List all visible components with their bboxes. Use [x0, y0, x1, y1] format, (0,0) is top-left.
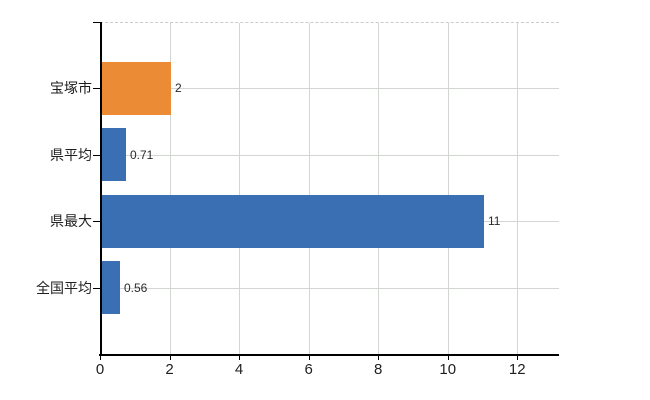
y-axis-tick	[93, 287, 100, 289]
x-axis-tick	[517, 354, 519, 360]
x-axis-tick	[239, 354, 241, 360]
bar-value-label: 0.56	[124, 280, 148, 295]
x-axis-tick	[308, 354, 310, 360]
x-axis-tick-label: 12	[508, 361, 526, 378]
category-label: 県最大	[50, 213, 92, 230]
y-axis-top-tick	[93, 22, 100, 23]
y-axis-tick	[93, 154, 100, 156]
x-axis-tick	[100, 354, 101, 360]
data-bar	[101, 195, 484, 248]
vertical-gridline	[517, 23, 519, 354]
x-axis-tick	[378, 354, 380, 360]
category-label: 県平均	[50, 146, 92, 163]
vertical-gridline	[169, 23, 171, 354]
bar-value-label: 0.71	[130, 147, 154, 162]
x-axis-line	[99, 354, 559, 356]
horizontal-gridline	[100, 88, 559, 90]
horizontal-gridline	[100, 287, 559, 289]
x-axis-tick-label: 8	[374, 361, 383, 378]
vertical-gridline	[239, 23, 241, 354]
y-axis-tick	[93, 221, 100, 223]
x-axis-tick	[169, 354, 171, 360]
x-axis-tick-label: 10	[439, 361, 457, 378]
x-axis-tick	[447, 354, 449, 360]
y-axis-line	[100, 22, 102, 355]
plot-top-border	[100, 22, 559, 23]
x-axis-tick-label: 0	[95, 361, 105, 378]
horizontal-gridline	[100, 154, 559, 156]
x-axis-tick-label: 6	[304, 361, 313, 378]
vertical-gridline	[447, 23, 449, 354]
category-label: 宝塚市	[50, 80, 92, 97]
data-bar	[101, 128, 126, 181]
y-axis-tick	[93, 88, 100, 90]
x-axis-tick-label: 2	[165, 361, 174, 378]
vertical-gridline	[308, 23, 310, 354]
vertical-gridline	[378, 23, 380, 354]
bar-value-label: 2	[175, 81, 182, 96]
data-bar	[101, 62, 171, 115]
data-bar	[101, 261, 120, 314]
category-label: 全国平均	[36, 279, 92, 296]
x-axis-tick-label: 4	[234, 361, 244, 378]
bar-value-label: 11	[488, 214, 501, 229]
